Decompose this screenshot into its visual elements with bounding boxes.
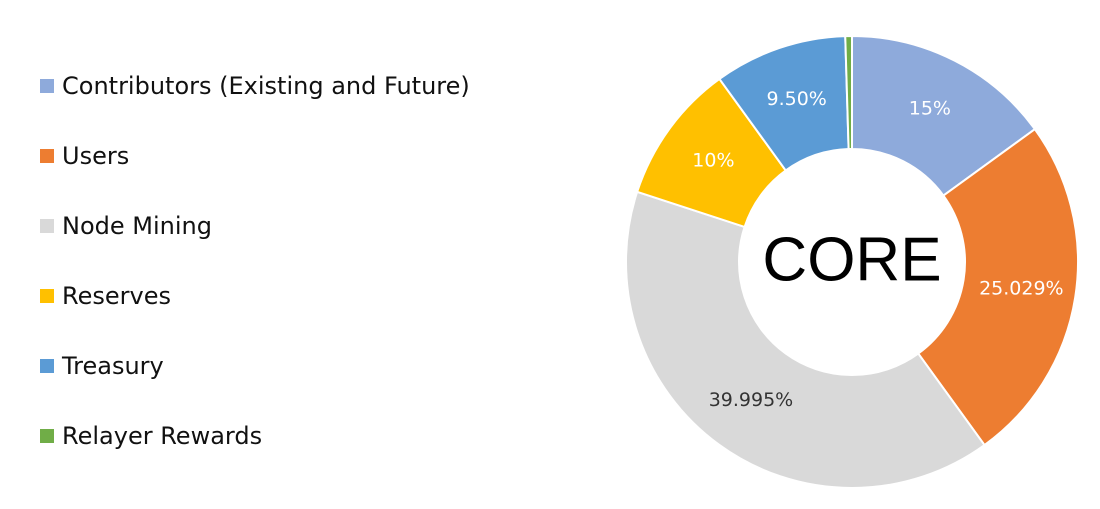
value-label: 25.029% — [979, 277, 1064, 299]
center-label: CORE — [762, 225, 941, 294]
legend-swatch — [40, 359, 54, 373]
donut-segment — [851, 34, 1037, 197]
value-label: 15% — [909, 98, 951, 120]
legend-swatch — [40, 79, 54, 93]
value-label: 9.50% — [767, 88, 827, 110]
value-label: 39.995% — [709, 389, 794, 411]
legend-swatch — [40, 289, 54, 303]
donut-segment — [625, 190, 986, 489]
legend-label: Node Mining — [62, 212, 212, 240]
legend-swatch — [40, 429, 54, 443]
value-label: 10% — [692, 149, 734, 171]
legend-label: Treasury — [61, 352, 164, 380]
legend-swatch — [40, 219, 54, 233]
legend-label: Users — [62, 142, 129, 170]
donut-segment — [916, 127, 1079, 447]
legend-label: Contributors (Existing and Future) — [62, 72, 470, 100]
legend-label: Relayer Rewards — [62, 422, 262, 450]
legend-label: Reserves — [62, 282, 171, 310]
donut-segment — [844, 34, 853, 151]
legend-swatch — [40, 149, 54, 163]
